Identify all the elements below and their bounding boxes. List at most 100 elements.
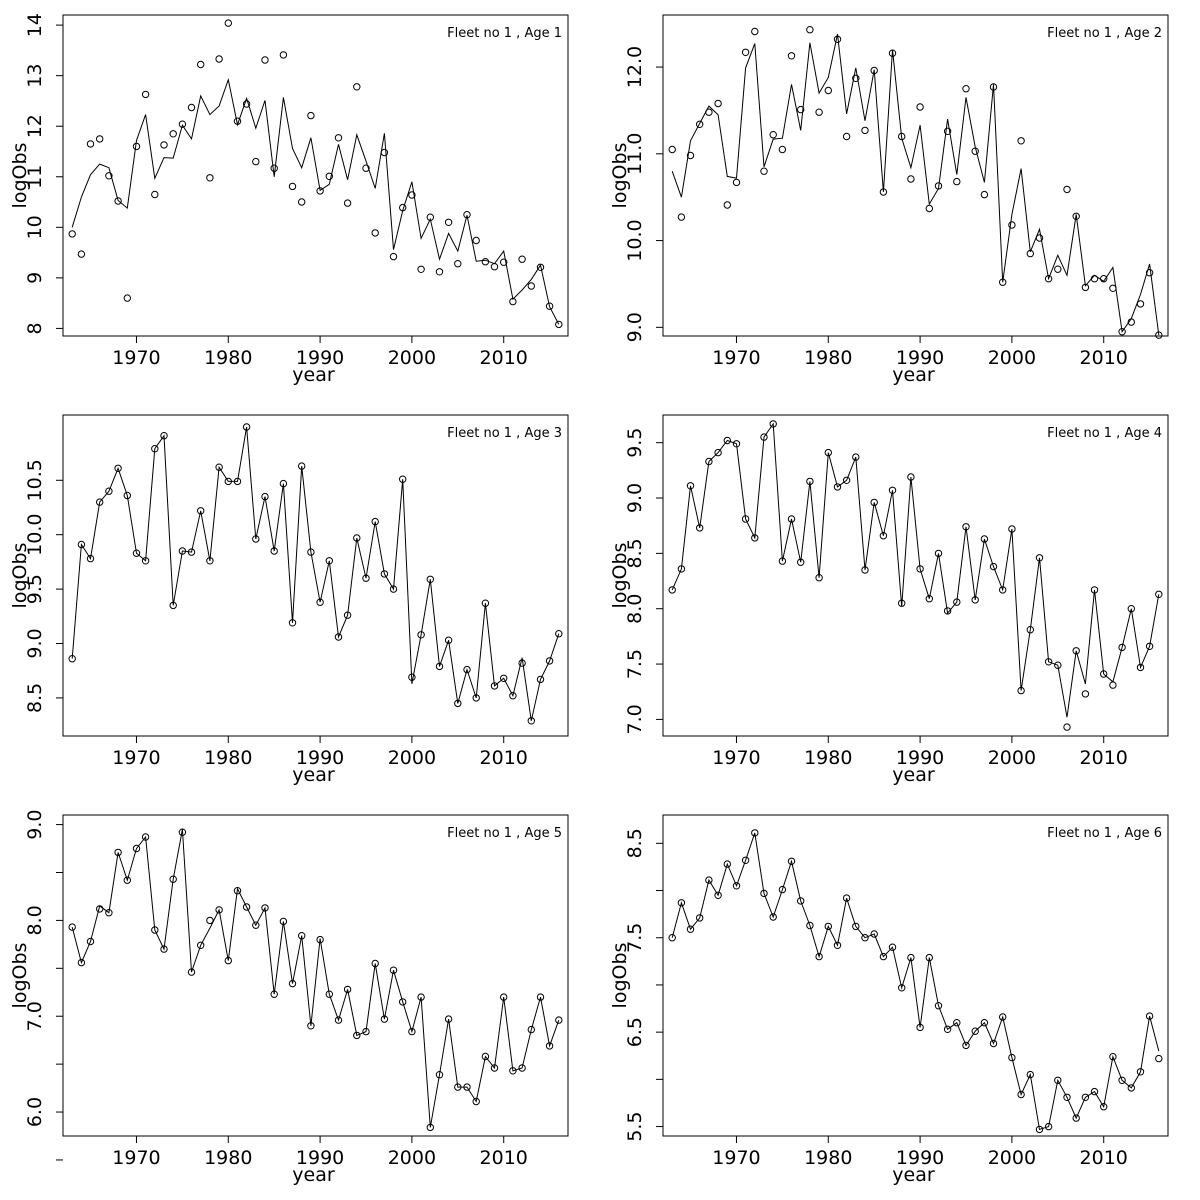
x-axis-title: year (292, 764, 335, 786)
x-tick-label: 1970 (712, 747, 760, 769)
observation-point (545, 657, 554, 665)
observation-point (1136, 300, 1145, 308)
observation-point (224, 19, 233, 27)
observation-point (1155, 590, 1163, 598)
panel-3: Fleet no 1 , Age 3 1970 1980 1990 2000 2010 8.… (9, 414, 569, 786)
observation-point (472, 236, 480, 245)
observation-point (806, 26, 814, 34)
observation-point (160, 141, 168, 149)
fitted-line (71, 829, 560, 1128)
observation-point (490, 1064, 499, 1072)
observation-point (870, 66, 878, 75)
observation-point (934, 182, 943, 190)
panel-title: Fleet no 1 , Age 4 (1047, 426, 1162, 441)
observation-point (806, 477, 814, 486)
observation-point (288, 979, 297, 988)
observation-point (343, 199, 352, 207)
observation-point (833, 35, 842, 43)
x-axis-title: year (292, 1164, 335, 1186)
observation-point (463, 665, 471, 674)
y-tick-label: 12.0 (624, 46, 646, 88)
observation-point (518, 1064, 526, 1072)
x-tick-label: 2010 (480, 1147, 528, 1169)
observation-point (898, 599, 906, 607)
observation-point (242, 100, 251, 108)
observation-point (536, 993, 545, 1001)
observation-point (353, 83, 361, 91)
observation-point (362, 574, 370, 582)
observation-point (169, 875, 177, 883)
observation-point (815, 952, 823, 961)
observation-point (999, 586, 1007, 594)
observation-point (1127, 318, 1136, 326)
observation-point (1063, 185, 1071, 194)
observation-point (408, 673, 416, 681)
observation-point (178, 120, 187, 128)
observation-point (114, 197, 122, 205)
y-tick-label: 5.5 (624, 1111, 646, 1141)
observation-point (151, 926, 159, 934)
observation-point (426, 213, 434, 221)
observation-point (197, 941, 205, 949)
panel-1: Fleet no 1 , Age 1 1970 1980 1990 2000 2010 8 9… (9, 13, 569, 386)
observation-point (307, 548, 315, 556)
y-axis-title: logObs (609, 543, 631, 609)
observation-point (980, 190, 989, 199)
observation-point (160, 432, 168, 440)
observation-point (187, 548, 196, 556)
observation-point (408, 1027, 416, 1036)
observation-point (1035, 1125, 1044, 1134)
observation-point (435, 268, 444, 276)
observation-point (215, 906, 223, 914)
observation-point (732, 178, 741, 187)
observation-point (778, 145, 787, 154)
observation-point (444, 1015, 453, 1023)
observation-point (696, 524, 704, 532)
observation-point (879, 188, 888, 196)
observation-point (741, 856, 750, 864)
observation-point (242, 903, 251, 911)
observation-point (509, 297, 517, 306)
y-axis-title: logObs (609, 943, 631, 1009)
observation-point (1044, 658, 1053, 666)
observation-point (380, 1015, 389, 1023)
plot-frame (62, 14, 569, 337)
observation-point (206, 557, 214, 565)
observation-point (999, 278, 1007, 286)
observation-point (481, 258, 490, 266)
observation-point (705, 457, 713, 466)
y-tick-label: 8 (24, 322, 46, 334)
y-tick-label: 7.0 (24, 1001, 46, 1031)
observation-point (270, 164, 278, 172)
observation-point (751, 27, 759, 36)
y-tick-label: 8.0 (24, 905, 46, 935)
observation-point (68, 923, 76, 931)
x-tick-label: 1980 (804, 347, 852, 369)
x-tick-label: 2000 (988, 1147, 1036, 1169)
plot-frame (62, 414, 569, 737)
observation-point (1026, 249, 1035, 258)
observation-point (953, 1019, 961, 1027)
x-tick-label: 1970 (112, 747, 160, 769)
observation-point (971, 1027, 979, 1035)
observation-point (1044, 275, 1053, 283)
observation-point (325, 557, 333, 565)
observation-point (536, 675, 545, 684)
observation-point (481, 1052, 490, 1061)
observation-point (371, 517, 379, 526)
observation-point (888, 486, 897, 494)
observation-point (316, 187, 324, 195)
observation-point (114, 848, 122, 857)
observation-point (953, 598, 961, 606)
observation-point (1081, 1093, 1090, 1102)
observation-point (870, 498, 878, 507)
observation-point (741, 515, 750, 523)
x-axis-title: year (892, 1164, 935, 1186)
observation-point (132, 549, 141, 557)
observation-point (686, 482, 695, 490)
observation-point (454, 1083, 462, 1091)
observation-point (751, 829, 759, 837)
y-tick-label: 9.0 (624, 483, 646, 513)
observation-point (408, 191, 416, 199)
y-tick-label: 10.0 (624, 219, 646, 261)
